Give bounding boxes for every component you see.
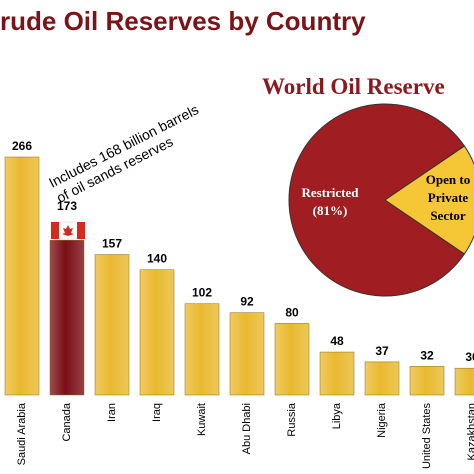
value-label: 37 bbox=[375, 344, 389, 358]
x-tick-label: Russia bbox=[286, 402, 298, 437]
slice-label: Private bbox=[428, 190, 469, 205]
bar bbox=[49, 239, 85, 396]
canada-flag bbox=[50, 221, 86, 240]
bar bbox=[409, 366, 445, 396]
bar bbox=[229, 312, 265, 396]
bar bbox=[364, 361, 400, 396]
x-tick-label: Kazakhstan bbox=[466, 403, 474, 460]
x-tick-label: Iraq bbox=[151, 403, 163, 422]
value-label: 92 bbox=[240, 295, 254, 309]
slice-label: Restricted bbox=[301, 185, 359, 200]
chart-title: rude Oil Reserves by Country bbox=[0, 6, 366, 36]
x-tick-label: Libya bbox=[331, 402, 343, 429]
slice-label: Sector bbox=[430, 208, 466, 223]
bar bbox=[4, 156, 40, 396]
bar bbox=[454, 367, 474, 396]
x-tick-label: United States bbox=[421, 403, 433, 470]
value-label: 80 bbox=[285, 305, 299, 319]
pie-slice bbox=[384, 145, 474, 255]
bar bbox=[139, 269, 175, 396]
value-label: 32 bbox=[420, 348, 434, 362]
pie-slice bbox=[288, 103, 466, 297]
value-label: 102 bbox=[192, 286, 212, 300]
flag-band bbox=[77, 222, 85, 239]
value-label: 30 bbox=[465, 350, 474, 364]
value-label: 48 bbox=[330, 334, 344, 348]
x-tick-label: Canada bbox=[61, 402, 73, 441]
maple-leaf bbox=[62, 225, 74, 236]
value-label: 157 bbox=[102, 237, 122, 251]
x-tick-label: Abu Dhabi bbox=[241, 403, 253, 454]
slice-label: Open to bbox=[426, 172, 470, 187]
bar bbox=[94, 254, 130, 396]
x-tick-label: Saudi Arabia bbox=[16, 402, 28, 465]
value-label: 266 bbox=[12, 139, 32, 153]
x-tick-label: Kuwait bbox=[196, 403, 208, 436]
bar bbox=[274, 323, 310, 396]
x-tick-label: Nigeria bbox=[376, 402, 388, 438]
annotation-line: Includes 168 billion barrels bbox=[46, 101, 201, 191]
bar bbox=[319, 351, 355, 396]
flag-band bbox=[51, 222, 59, 239]
bar bbox=[184, 303, 220, 396]
value-label: 173 bbox=[57, 199, 77, 213]
slice-value-label: (81%) bbox=[313, 203, 348, 218]
x-tick-label: Iran bbox=[106, 403, 118, 422]
value-label: 140 bbox=[147, 252, 167, 266]
pie-title: World Oil Reserve bbox=[262, 74, 445, 99]
